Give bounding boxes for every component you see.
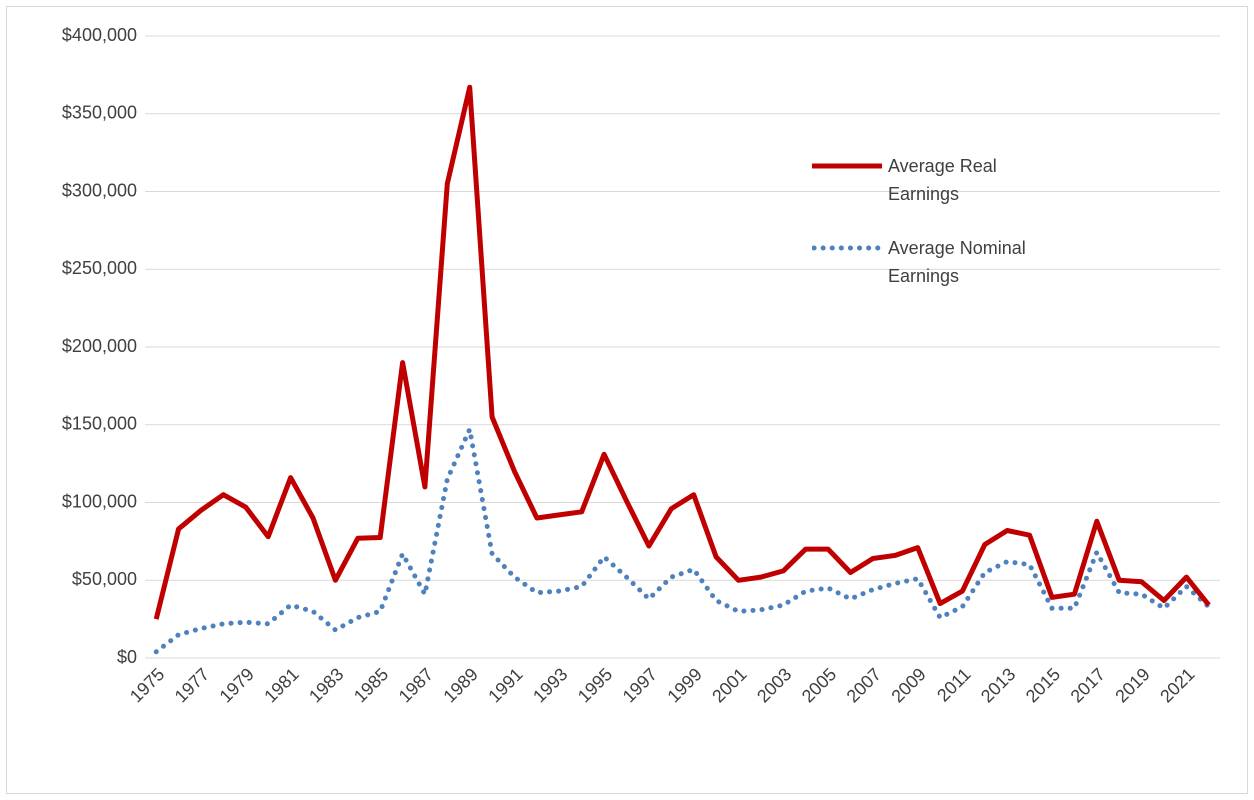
y-tick-label: $300,000 xyxy=(62,180,137,200)
chart-border xyxy=(6,6,1248,794)
y-tick-label: $200,000 xyxy=(62,336,137,356)
y-tick-label: $250,000 xyxy=(62,258,137,278)
y-tick-label: $0 xyxy=(117,647,137,667)
legend-label: Average Nominal Earnings xyxy=(888,238,1026,286)
y-tick-label: $100,000 xyxy=(62,491,137,511)
legend-item: Average Nominal Earnings xyxy=(812,234,1068,290)
series-line xyxy=(153,84,1211,620)
legend-swatch xyxy=(812,245,882,251)
y-tick-label: $150,000 xyxy=(62,414,137,434)
legend: Average Real Earnings Average Nominal Ea… xyxy=(812,152,1068,316)
legend-label: Average Real Earnings xyxy=(888,156,997,204)
y-tick-label: $50,000 xyxy=(72,569,137,589)
legend-swatch xyxy=(812,163,882,169)
y-tick-label: $350,000 xyxy=(62,103,137,123)
legend-item: Average Real Earnings xyxy=(812,152,1068,208)
series-line xyxy=(153,421,1212,655)
y-tick-label: $400,000 xyxy=(62,25,137,45)
